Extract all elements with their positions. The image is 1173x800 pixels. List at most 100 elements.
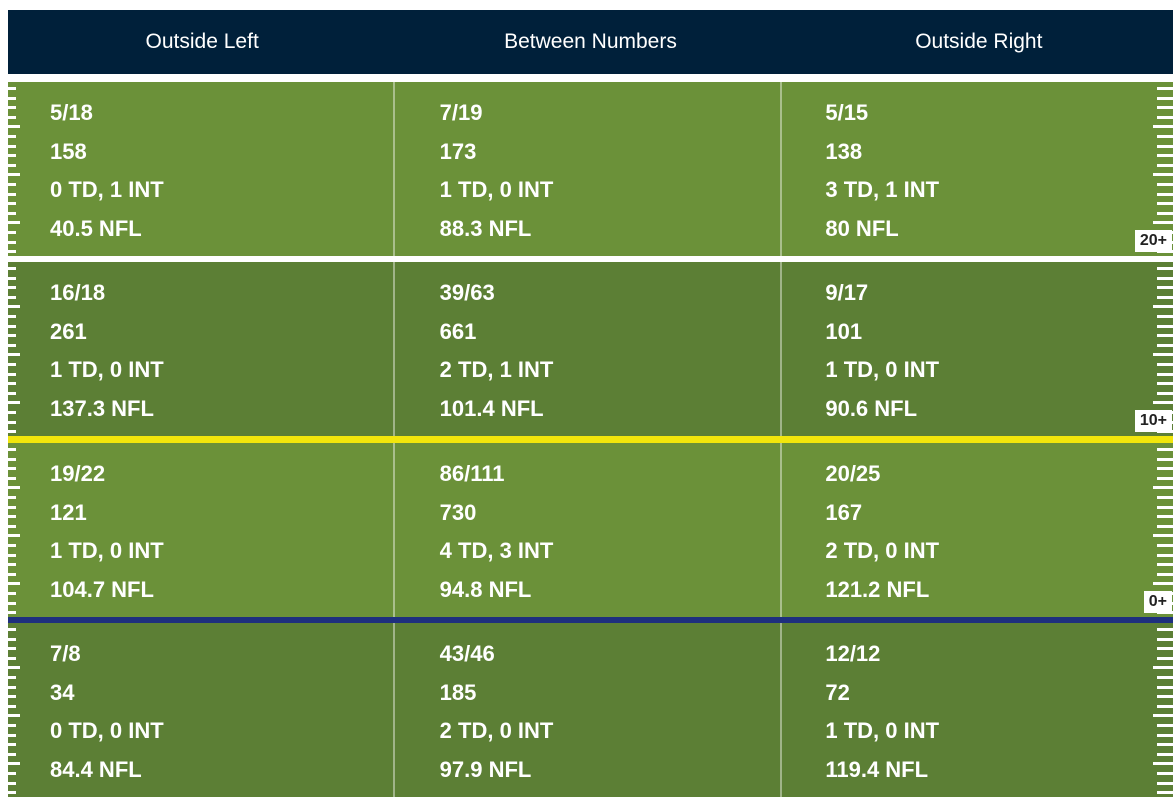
yard-tick: [8, 524, 16, 528]
completions-attempts: 9/17: [825, 280, 869, 305]
zone-cell-outside-left: 19/22 121 1 TD, 0 INT 104.7 NFL: [8, 443, 398, 617]
touchdowns-interceptions: 0 TD, 0 INT: [50, 718, 164, 744]
passing-yards: 167: [825, 499, 863, 525]
hash-line: [393, 443, 395, 617]
yard-tick: [8, 733, 16, 737]
yard-tick: [8, 192, 16, 196]
yard-tick: [8, 276, 16, 280]
yard-tick: [1153, 486, 1173, 490]
hash-line: [393, 623, 395, 797]
yard-tick: [8, 611, 16, 615]
yard-tick: [8, 637, 16, 641]
yard-tick: [1153, 221, 1173, 225]
completions-attempts: 5/15: [825, 100, 869, 125]
yard-tick: [8, 553, 16, 557]
yard-tick: [1157, 343, 1173, 347]
touchdowns-interceptions: 0 TD, 1 INT: [50, 177, 164, 203]
yard-tick: [1157, 733, 1173, 737]
zone-cell-outside-left: 16/18 261 1 TD, 0 INT 137.3 NFL: [8, 262, 398, 436]
zone-cell-outside-right: 9/17 101 1 TD, 0 INT 90.6 NFL: [787, 262, 1173, 436]
yard-tick: [8, 154, 16, 158]
zone-cell-between-numbers: 7/19 173 1 TD, 0 INT 88.3 NFL: [398, 82, 788, 256]
yard-tick: [1157, 382, 1173, 386]
touchdowns-interceptions: 1 TD, 0 INT: [50, 357, 164, 383]
completions-attempts: 39/63: [439, 280, 495, 305]
completions-attempts: 12/12: [825, 641, 881, 666]
yard-tick: [8, 221, 20, 225]
yard-tick: [8, 762, 20, 766]
yard-tick: [8, 544, 16, 547]
yard-tick: [1157, 637, 1173, 641]
touchdowns-interceptions: 2 TD, 1 INT: [439, 357, 554, 383]
zone-cell-outside-left: 5/18 158 0 TD, 1 INT 40.5 NFL: [8, 82, 398, 256]
passing-yards: 72: [825, 679, 850, 705]
yard-tick: [8, 135, 16, 138]
yard-tick: [1153, 666, 1173, 670]
yard-tick: [8, 791, 16, 795]
yard-tick: [8, 363, 16, 366]
yard-tick: [1153, 125, 1173, 129]
touchdowns-interceptions: 1 TD, 0 INT: [439, 177, 554, 203]
yard-tick: [8, 183, 16, 186]
yard-tick: [1157, 572, 1173, 576]
yard-tick: [1153, 582, 1173, 586]
zone-cell-outside-right: 12/12 72 1 TD, 0 INT 119.4 NFL: [787, 623, 1173, 797]
passer-rating: 80 NFL: [825, 215, 899, 241]
passer-rating: 88.3 NFL: [439, 215, 532, 241]
yard-tick: [1157, 192, 1173, 196]
yard-tick: [1157, 496, 1173, 499]
yard-tick: [1157, 87, 1173, 90]
completions-attempts: 7/8: [50, 641, 81, 666]
yard-ticks-left: [8, 443, 20, 617]
passer-rating: 121.2 NFL: [825, 576, 930, 602]
first-down-line: [8, 436, 1173, 443]
yard-tick: [8, 486, 20, 490]
yard-tick: [8, 202, 16, 206]
passing-yards: 730: [439, 499, 477, 525]
yard-tick: [8, 267, 16, 270]
yard-tick: [1157, 324, 1173, 328]
passing-yards: 173: [439, 138, 477, 164]
yard-tick: [8, 704, 16, 708]
hash-line: [393, 262, 395, 436]
zone-cells: 7/8 34 0 TD, 0 INT 84.4 NFL 43/46 185 2 TD, 0 …: [8, 623, 1173, 797]
passing-yards: 101: [825, 318, 863, 344]
zone-cells: 5/18 158 0 TD, 1 INT 40.5 NFL 7/19 173 1 TD, 0…: [8, 82, 1173, 256]
yard-tick: [8, 676, 16, 679]
yard-tick: [8, 628, 16, 631]
yard-tick: [1157, 772, 1173, 775]
yard-tick: [1157, 467, 1173, 471]
yard-tick: [1157, 563, 1173, 567]
completions-attempts: 19/22: [50, 461, 106, 486]
yard-tick: [8, 714, 20, 718]
yard-tick: [1157, 96, 1173, 100]
yard-tick: [8, 743, 16, 747]
yard-tick: [1157, 476, 1173, 480]
yard-tick: [8, 391, 16, 395]
yard-tick: [1153, 762, 1173, 766]
yard-tick: [8, 666, 20, 670]
zone-divider-20: [8, 256, 1173, 262]
zone-label: 20+: [1134, 230, 1172, 252]
yard-tick: [8, 563, 16, 567]
yard-tick: [1157, 505, 1173, 509]
yard-tick: [8, 250, 16, 254]
yard-tick: [1153, 401, 1173, 405]
passing-yards: 138: [825, 138, 863, 164]
passing-yards: 158: [50, 138, 87, 164]
yard-tick: [1157, 267, 1173, 270]
yard-tick: [1153, 534, 1173, 538]
yard-tick: [1157, 781, 1173, 785]
yard-tick: [1157, 791, 1173, 795]
touchdowns-interceptions: 1 TD, 0 INT: [50, 538, 164, 564]
yard-tick: [8, 467, 16, 471]
yard-tick: [8, 372, 16, 376]
zone-label: 10+: [1134, 410, 1172, 432]
column-header-bar: Outside Left Between Numbers Outside Rig…: [8, 10, 1173, 74]
yard-tick: [8, 505, 16, 509]
touchdowns-interceptions: 2 TD, 0 INT: [439, 718, 554, 744]
yard-tick: [1157, 724, 1173, 727]
yard-tick: [8, 305, 20, 309]
yard-tick: [1157, 695, 1173, 699]
